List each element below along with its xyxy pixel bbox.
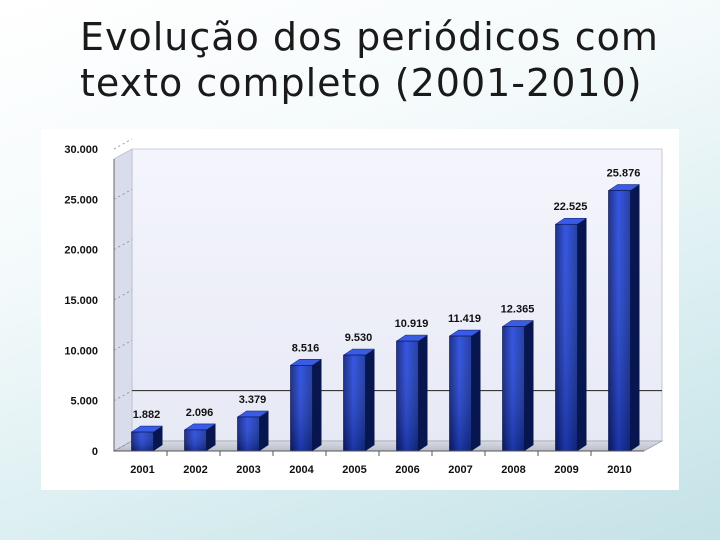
bar-value-label: 8.516: [292, 342, 320, 354]
chart-panel: 0 5.000 10.000 15.000 20.000 25.000 30.000 1.8…: [41, 129, 679, 490]
x-tick-label: 2005: [342, 464, 366, 476]
x-tick-label: 2004: [289, 464, 314, 476]
y-tick-label: 0: [92, 446, 98, 458]
bar-side: [630, 184, 640, 451]
bar-shade: [449, 336, 472, 451]
bar: 10.919: [395, 318, 429, 452]
bar-side: [577, 218, 587, 451]
bar-shade: [608, 190, 631, 451]
bar: 12.365: [501, 304, 535, 452]
bar: 3.379: [236, 394, 270, 452]
y-tick-label: 25.000: [64, 194, 98, 206]
bar-value-label: 2.096: [186, 407, 214, 419]
y-axis: 0 5.000 10.000 15.000 20.000 25.000 30.000: [64, 138, 133, 458]
y-gridline: [113, 138, 133, 150]
bar: 1.882: [130, 409, 164, 452]
x-tick-label: 2008: [501, 464, 525, 476]
bar-side: [312, 359, 322, 451]
y-gridline: [113, 188, 133, 200]
bar: 9.530: [342, 332, 376, 452]
bar-shade: [184, 429, 207, 451]
bar-shade: [131, 432, 154, 451]
bar-series: 1.882 2.096 3.379 8.516 9.530 10.919 11.419 12.…: [130, 168, 641, 452]
y-gridline: [113, 239, 133, 251]
x-tick-label: 2010: [607, 464, 631, 476]
bar: 2.096: [183, 407, 217, 452]
y-tick-label: 20.000: [64, 245, 98, 257]
bar-shade: [502, 326, 525, 451]
y-gridline: [113, 440, 133, 452]
y-gridline: [113, 390, 133, 402]
bar-value-label: 12.365: [501, 304, 535, 316]
bar-shade: [396, 341, 419, 451]
bar: 11.419: [448, 313, 482, 452]
bar-side: [206, 423, 216, 451]
bar-shade: [290, 365, 313, 451]
bar-value-label: 25.876: [607, 168, 641, 180]
bar-chart: 0 5.000 10.000 15.000 20.000 25.000 30.000 1.8…: [64, 138, 664, 476]
bar-value-label: 11.419: [448, 313, 481, 325]
slide-title-line-2: texto completo (2001-2010): [80, 61, 643, 105]
bar-value-label: 10.919: [395, 318, 429, 330]
bar-side: [259, 410, 269, 451]
x-tick-label: 2009: [554, 464, 578, 476]
x-tick-label: 2003: [236, 464, 260, 476]
bar: 8.516: [289, 342, 323, 452]
bar-value-label: 1.882: [133, 409, 161, 421]
bar-shade: [343, 355, 366, 451]
y-tick-label: 30.000: [64, 144, 98, 156]
bar-side: [471, 330, 481, 451]
y-gridline: [113, 289, 133, 301]
y-tick-label: 10.000: [64, 345, 98, 357]
x-tick-label: 2002: [183, 464, 207, 476]
y-tick-label: 5.000: [70, 396, 98, 408]
x-tick-label: 2006: [395, 464, 419, 476]
bar: 22.525: [554, 201, 588, 452]
bar: 25.876: [607, 168, 641, 452]
bar-value-label: 22.525: [554, 201, 588, 213]
x-tick-label: 2007: [448, 464, 472, 476]
x-axis: 2001 2002 2003 2004 2005 2006 2007 2008 2009 2010: [114, 450, 644, 476]
x-tick-label: 2001: [130, 464, 154, 476]
y-gridline: [113, 339, 133, 351]
bar-shade: [237, 416, 260, 451]
slide-title: Evolução dos periódicos com texto comple…: [80, 14, 680, 106]
bar-side: [418, 335, 428, 451]
slide-title-line-1: Evolução dos periódicos com: [80, 15, 659, 59]
bar-value-label: 9.530: [345, 332, 373, 344]
bar-value-label: 3.379: [239, 394, 267, 406]
bar-side: [524, 320, 534, 451]
bar-shade: [555, 224, 578, 451]
y-tick-label: 15.000: [64, 295, 98, 307]
bar-side: [153, 426, 163, 451]
bar-side: [365, 349, 375, 451]
